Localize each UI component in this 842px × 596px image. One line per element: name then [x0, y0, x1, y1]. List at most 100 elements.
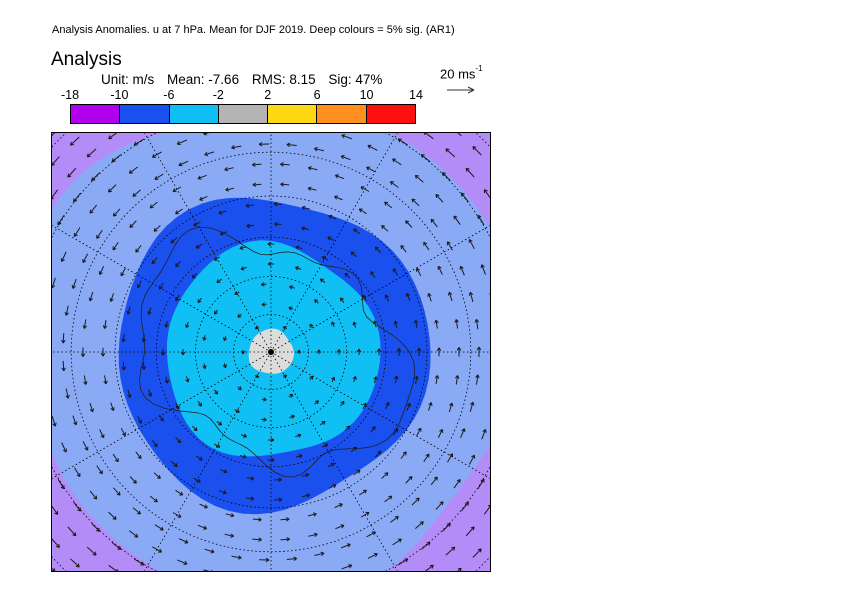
wind-arrow — [406, 402, 411, 411]
wind-arrow — [91, 172, 100, 182]
wind-arrow — [225, 187, 235, 192]
wind-arrow — [267, 457, 275, 463]
wind-arrow — [456, 347, 462, 357]
map-frame — [51, 132, 491, 572]
wind-arrow — [151, 257, 158, 265]
chart-stats: Unit: m/s Mean: -7.66 RMS: 8.15 Sig: 47% — [101, 72, 391, 87]
wind-arrow — [86, 148, 97, 158]
wind-arrow — [113, 487, 121, 496]
reference-arrow-icon — [447, 86, 475, 94]
wind-arrow — [147, 389, 153, 397]
latitude-circle — [155, 236, 387, 468]
wind-arrow — [193, 477, 201, 483]
wind-arrow — [83, 375, 88, 385]
wind-arrow — [136, 280, 142, 289]
wind-arrow — [170, 460, 178, 467]
wind-arrow — [376, 348, 382, 356]
wind-arrow — [164, 376, 169, 384]
wind-arrow — [120, 427, 126, 437]
wind-arrow — [234, 408, 240, 413]
wind-arrow — [126, 306, 131, 315]
latitude-circle — [195, 276, 347, 428]
wind-arrow — [280, 182, 290, 187]
wind-arrow — [199, 503, 208, 509]
wind-arrow — [280, 162, 290, 167]
wind-arrow — [120, 268, 126, 277]
wind-arrow — [88, 292, 94, 302]
wind-arrow — [154, 524, 164, 531]
wind-arrow — [316, 349, 322, 355]
wind-arrow — [286, 556, 298, 561]
colorbar-swatch — [169, 105, 219, 123]
wind-arrow — [246, 476, 255, 481]
meridian-line — [270, 351, 491, 480]
wind-arrow — [456, 132, 462, 137]
wind-arrow — [245, 203, 254, 208]
wind-arrow — [135, 245, 142, 253]
wind-arrow — [246, 223, 254, 229]
wind-arrow — [213, 256, 221, 261]
wind-arrow — [481, 429, 487, 440]
wind-arrow — [454, 319, 459, 329]
wind-arrow — [362, 402, 367, 410]
wind-arrow — [360, 186, 370, 192]
wind-arrow — [152, 546, 163, 553]
wind-arrow — [65, 388, 70, 399]
wind-arrow — [434, 319, 439, 329]
wind-arrow — [129, 530, 139, 538]
wind-arrow — [339, 297, 345, 303]
wind-arrow — [334, 503, 343, 509]
wind-arrow — [67, 167, 77, 178]
wind-arrow — [328, 214, 337, 220]
colorbar-tick-label: -10 — [110, 88, 129, 102]
reference-vector-text: 20 ms — [440, 66, 476, 82]
wind-arrow — [472, 146, 482, 156]
wind-arrow — [82, 441, 89, 451]
colorbar-swatch — [317, 105, 367, 123]
wind-arrow — [225, 513, 235, 518]
wind-arrow — [360, 511, 370, 518]
wind-arrow — [240, 350, 246, 355]
wind-arrow — [280, 537, 290, 542]
wind-arrow — [390, 516, 399, 523]
wind-arrow — [413, 319, 419, 328]
wind-arrow — [112, 208, 121, 217]
wind-arrow — [289, 414, 295, 419]
wind-arrow — [51, 132, 56, 138]
wind-arrow — [151, 440, 158, 448]
wind-arrow — [178, 538, 189, 544]
pole-marker — [268, 349, 274, 355]
wind-arrow — [469, 401, 475, 412]
colorbar — [70, 104, 416, 124]
wind-arrow — [197, 297, 202, 304]
wind-arrow — [111, 541, 122, 550]
wind-arrow — [191, 272, 198, 279]
wind-arrow — [261, 417, 267, 422]
wind-arrow — [164, 320, 169, 328]
meridian-line — [143, 132, 272, 353]
wind-arrow — [394, 375, 399, 384]
wind-arrow — [392, 268, 399, 276]
meridian-line — [270, 351, 399, 572]
lat-lon-grid — [51, 132, 491, 572]
wind-arrow — [352, 321, 357, 328]
wind-arrow — [295, 433, 302, 438]
wind-arrow — [191, 425, 198, 432]
wind-arrow — [367, 552, 378, 559]
wind-arrow — [73, 192, 82, 203]
wind-arrow — [73, 227, 81, 237]
wind-arrow — [231, 555, 242, 560]
wind-arrow — [175, 294, 180, 302]
wind-arrow — [204, 151, 215, 157]
wind-arrow — [320, 420, 326, 426]
wind-arrow — [237, 386, 242, 391]
wind-arrow — [477, 478, 485, 489]
colorbar-tick-label: 2 — [264, 88, 272, 102]
wind-arrow — [132, 189, 141, 197]
reference-vector-label: 20 ms-1 — [440, 64, 483, 82]
colorbar-tick-label: -18 — [60, 88, 80, 102]
wind-arrow — [202, 363, 207, 370]
wind-arrow — [175, 208, 183, 215]
wind-arrow — [224, 533, 235, 538]
colorbar-tick-label: 6 — [313, 88, 321, 102]
